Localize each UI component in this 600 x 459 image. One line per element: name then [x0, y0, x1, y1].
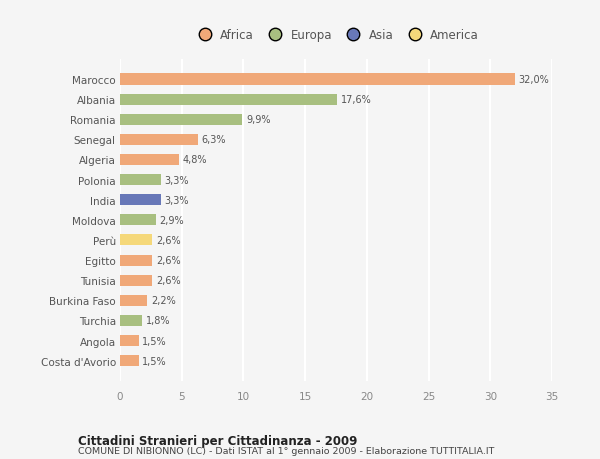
Text: 2,9%: 2,9%: [160, 215, 184, 225]
Text: COMUNE DI NIBIONNO (LC) - Dati ISTAT al 1° gennaio 2009 - Elaborazione TUTTITALI: COMUNE DI NIBIONNO (LC) - Dati ISTAT al …: [78, 446, 494, 455]
Bar: [120, 114, 242, 125]
Text: 17,6%: 17,6%: [341, 95, 371, 105]
Bar: [120, 195, 161, 206]
Bar: [120, 74, 515, 85]
Text: 2,6%: 2,6%: [156, 256, 181, 265]
Text: 3,3%: 3,3%: [164, 175, 189, 185]
Text: 2,6%: 2,6%: [156, 275, 181, 285]
Text: Cittadini Stranieri per Cittadinanza - 2009: Cittadini Stranieri per Cittadinanza - 2…: [78, 434, 358, 447]
Text: 9,9%: 9,9%: [246, 115, 271, 125]
Bar: [120, 355, 139, 366]
Text: 3,3%: 3,3%: [164, 195, 189, 205]
Bar: [120, 275, 152, 286]
Text: 1,5%: 1,5%: [142, 336, 167, 346]
Bar: [120, 335, 139, 346]
Bar: [120, 235, 152, 246]
Bar: [120, 95, 337, 106]
Legend: Africa, Europa, Asia, America: Africa, Europa, Asia, America: [191, 27, 481, 45]
Bar: [120, 174, 161, 186]
Text: 32,0%: 32,0%: [518, 75, 550, 85]
Bar: [120, 295, 147, 306]
Bar: [120, 215, 156, 226]
Bar: [120, 155, 179, 166]
Text: 2,2%: 2,2%: [151, 296, 176, 306]
Text: 1,5%: 1,5%: [142, 356, 167, 366]
Bar: [120, 315, 142, 326]
Bar: [120, 255, 152, 266]
Text: 4,8%: 4,8%: [183, 155, 208, 165]
Text: 2,6%: 2,6%: [156, 235, 181, 246]
Text: 1,8%: 1,8%: [146, 316, 170, 326]
Bar: [120, 134, 198, 146]
Text: 6,3%: 6,3%: [202, 135, 226, 145]
